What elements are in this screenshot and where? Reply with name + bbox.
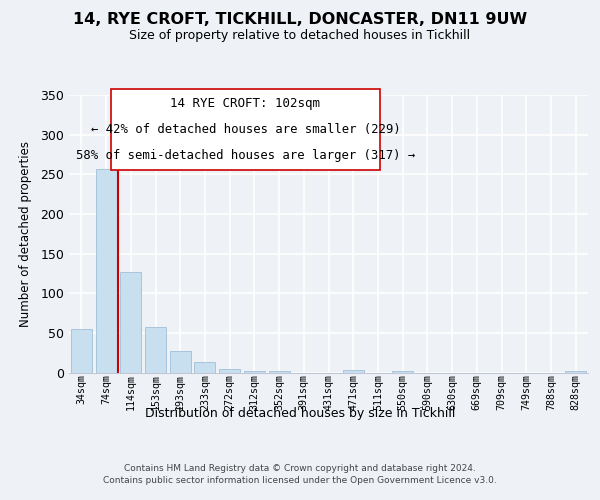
FancyBboxPatch shape	[110, 90, 380, 170]
Bar	[244, 371, 265, 372]
Text: Contains public sector information licensed under the Open Government Licence v3: Contains public sector information licen…	[103, 476, 497, 485]
Bar	[269, 371, 290, 372]
Bar	[219, 368, 240, 372]
Text: ← 42% of detached houses are smaller (229): ← 42% of detached houses are smaller (22…	[91, 123, 400, 136]
Text: Size of property relative to detached houses in Tickhill: Size of property relative to detached ho…	[130, 29, 470, 42]
Bar	[145, 326, 166, 372]
Bar	[71, 329, 92, 372]
Text: 58% of semi-detached houses are larger (317) →: 58% of semi-detached houses are larger (…	[76, 149, 415, 162]
Text: 14, RYE CROFT, TICKHILL, DONCASTER, DN11 9UW: 14, RYE CROFT, TICKHILL, DONCASTER, DN11…	[73, 12, 527, 28]
Text: Contains HM Land Registry data © Crown copyright and database right 2024.: Contains HM Land Registry data © Crown c…	[124, 464, 476, 473]
Text: 14 RYE CROFT: 102sqm: 14 RYE CROFT: 102sqm	[170, 98, 320, 110]
Bar	[343, 370, 364, 372]
Y-axis label: Number of detached properties: Number of detached properties	[19, 141, 32, 327]
Bar	[120, 272, 141, 372]
Text: Distribution of detached houses by size in Tickhill: Distribution of detached houses by size …	[145, 408, 455, 420]
Bar	[95, 168, 116, 372]
Bar	[392, 371, 413, 372]
Bar	[170, 351, 191, 372]
Bar	[565, 371, 586, 372]
Bar	[194, 362, 215, 372]
